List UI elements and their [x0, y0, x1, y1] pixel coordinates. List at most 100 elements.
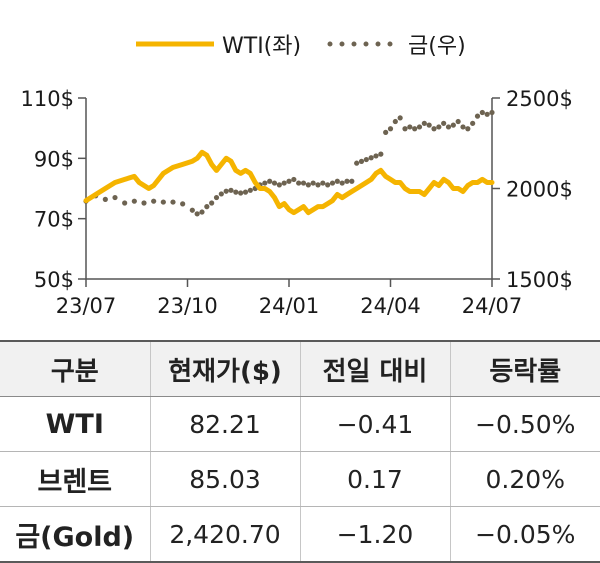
gold-series-point [300, 180, 307, 186]
gold-series-point [276, 182, 282, 188]
table-row: 브렌트 85.03 0.17 0.20% [0, 451, 600, 507]
row-label: WTI [0, 396, 150, 452]
gold-series-point [194, 211, 200, 217]
price-summary-table: 구분 현재가($) 전일 대비 등락률 WTI 82.21 −0.41 −0.5… [0, 340, 600, 563]
gold-series-point [325, 182, 331, 188]
gold-series-point [474, 113, 481, 119]
x-tick-label: 24/01 [259, 294, 320, 318]
wti-series-line [83, 149, 495, 216]
y-left-tick-label: 70$ [34, 208, 74, 232]
gold-series-point [218, 191, 224, 197]
gold-series-point [204, 204, 210, 210]
y-right-tick-label: 1500$ [506, 268, 573, 292]
gold-series-point [228, 187, 234, 193]
gold-series-point [344, 178, 350, 184]
cell-price: 2,420.70 [149, 506, 300, 563]
gold-series-point [189, 207, 195, 213]
gold-series-point [242, 189, 249, 195]
gold-series-point [151, 198, 157, 204]
gold-series-point [436, 124, 442, 130]
cell-price: 82.21 [149, 396, 300, 452]
gold-series-point [112, 194, 118, 201]
gold-series-point [122, 200, 128, 206]
gold-series-point [339, 180, 345, 186]
header-change-rate: 등락률 [449, 340, 600, 397]
gold-series-point [455, 118, 461, 125]
gold-series-point [431, 126, 437, 132]
gold-series-point [305, 182, 311, 188]
gold-series-point [484, 111, 490, 117]
gold-series-point [383, 129, 389, 135]
cell-rate: −0.05% [449, 506, 600, 563]
gold-series-point [387, 126, 394, 132]
gold-series-point [426, 122, 432, 128]
gold-series-point [373, 153, 379, 159]
gold-series-point [397, 115, 403, 121]
gold-series-point [450, 122, 456, 128]
gold-series-point [247, 187, 253, 193]
x-tick-label: 24/04 [360, 294, 421, 318]
x-tick-label: 23/10 [157, 294, 218, 318]
gold-series-point [479, 109, 485, 116]
legend-wti-label: WTI(좌) [222, 34, 301, 59]
gold-series-point [170, 199, 176, 205]
gold-series-point [233, 189, 239, 195]
y-right-tick-label: 2500$ [506, 87, 573, 111]
gold-series-point [160, 199, 166, 205]
gold-series-point [213, 194, 220, 201]
gold-series-point [407, 124, 413, 130]
gold-series-point [334, 178, 340, 184]
gold-series-point [460, 124, 466, 130]
gold-series-point [141, 200, 147, 206]
row-label: 브렌트 [0, 451, 150, 507]
header-change: 전일 대비 [299, 340, 450, 397]
gold-series-point [368, 155, 374, 161]
gold-series-point [392, 118, 398, 125]
gold-series-point [412, 126, 418, 132]
gold-series-point [286, 178, 292, 184]
header-category: 구분 [0, 340, 150, 397]
gold-series-point [402, 126, 408, 132]
gold-series-point [238, 190, 244, 196]
cell-price: 85.03 [149, 451, 300, 507]
gold-series-point [262, 180, 268, 186]
gold-series-point [465, 126, 471, 132]
gold-series-point [180, 201, 186, 207]
gold-series-point [445, 124, 452, 130]
row-label: 금(Gold) [0, 506, 150, 563]
gold-series-point [310, 180, 316, 186]
gold-series-point [199, 209, 205, 215]
gold-series-point [363, 156, 369, 163]
gold-series-point [421, 120, 427, 126]
gold-series-point [320, 180, 326, 186]
table-row: WTI 82.21 −0.41 −0.50% [0, 396, 600, 452]
y-right-tick-label: 2000$ [506, 178, 573, 202]
gold-series-point [223, 188, 229, 194]
gold-series-point [441, 120, 447, 126]
gold-series-point [267, 178, 273, 184]
gold-series-point [349, 178, 355, 184]
gold-series-point [102, 196, 108, 202]
y-left-tick-label: 90$ [34, 147, 74, 171]
gold-series-point [315, 182, 321, 188]
x-tick-label: 24/07 [462, 294, 523, 318]
gold-series-point [378, 151, 384, 157]
cell-change: −1.20 [299, 506, 450, 563]
cell-change: −0.41 [299, 396, 450, 452]
x-tick-label: 23/07 [56, 294, 117, 318]
gold-series-point [416, 124, 423, 130]
y-left-tick-label: 50$ [34, 268, 74, 292]
gold-series-point [354, 160, 360, 166]
gold-series-point [329, 180, 336, 186]
gold-series-point [209, 200, 215, 206]
gold-series-point [358, 158, 365, 164]
header-current-price: 현재가($) [149, 340, 300, 397]
gold-series-point [291, 176, 297, 183]
gold-series-point [470, 120, 476, 126]
oil-gold-price-chart: WTI(좌) 금(우) 50$ 70$ 90$ 110$ 1500$ 2000$ 2500$ 23… [21, 34, 573, 318]
gold-series-point [131, 198, 137, 204]
table-header-row: 구분 현재가($) 전일 대비 등락률 [0, 340, 600, 397]
gold-series-point [271, 180, 278, 186]
y-left-tick-label: 110$ [21, 87, 74, 111]
table-row: 금(Gold) 2,420.70 −1.20 −0.05% [0, 506, 600, 563]
